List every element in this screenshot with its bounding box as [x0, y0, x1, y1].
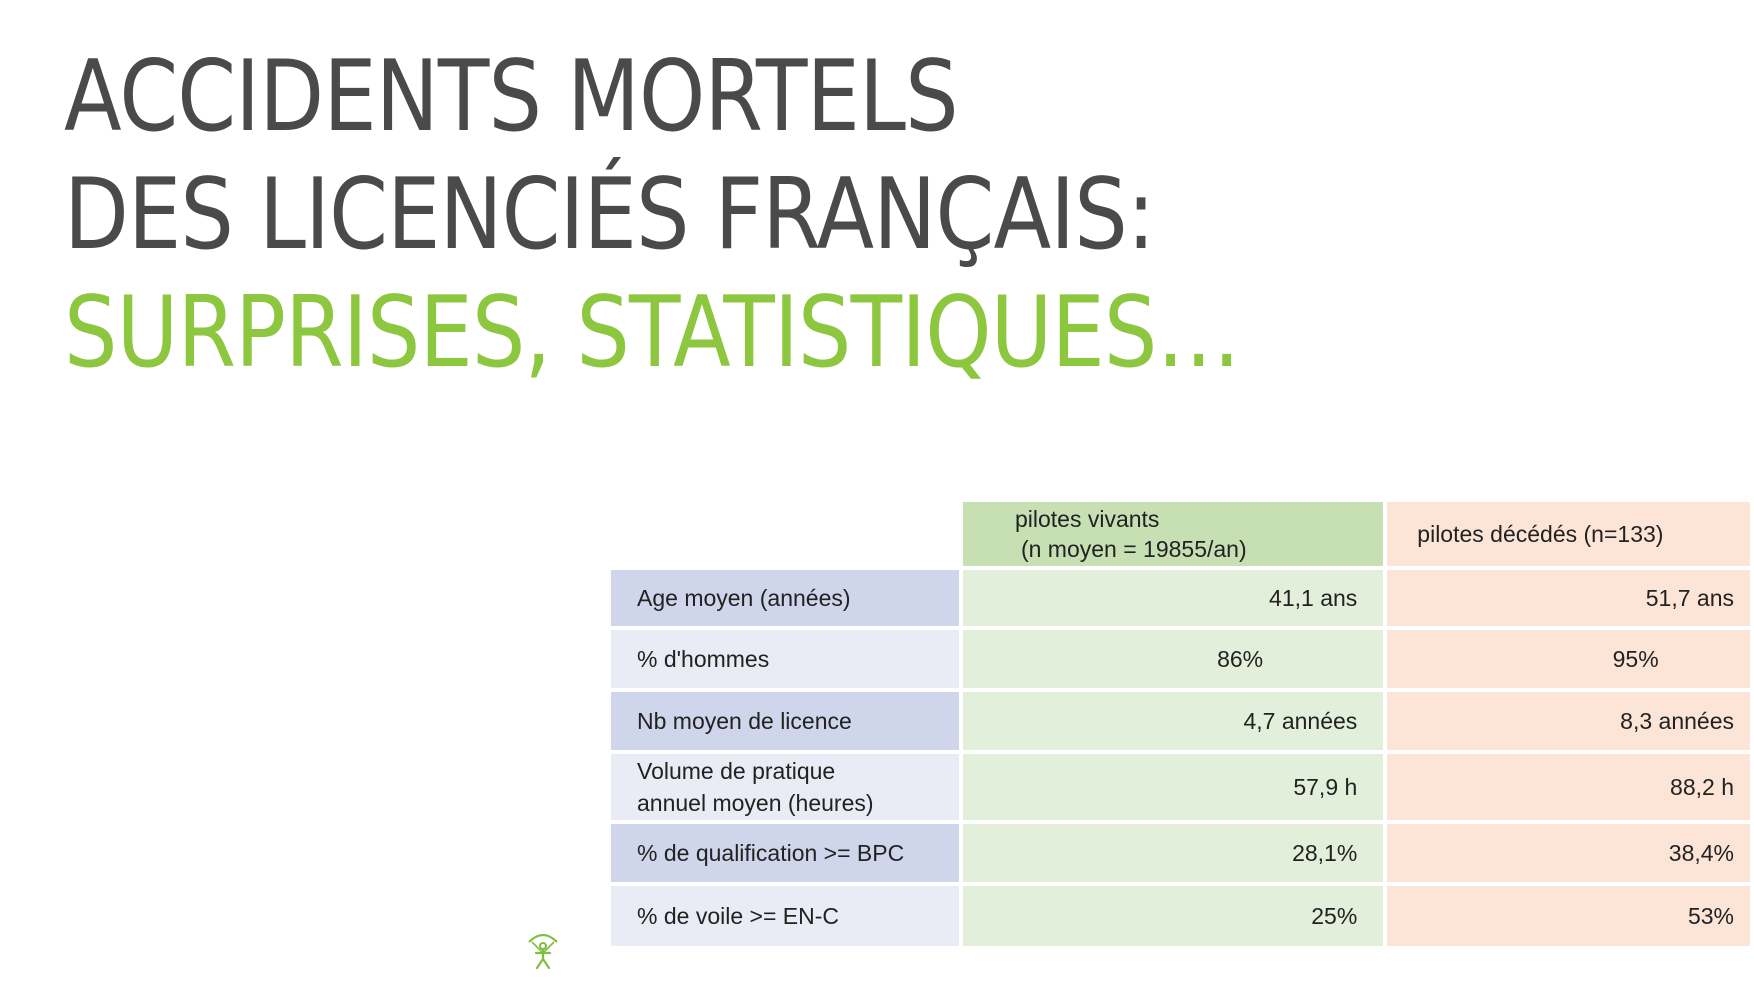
- header-deceased-pilots: pilotes décédés (n=133): [1387, 502, 1754, 570]
- header-alive-line2: (n moyen = 19855/an): [1020, 536, 1247, 562]
- row-label-text: Age moyen (années): [637, 585, 851, 611]
- table-row: % d'hommes 86% 95%: [611, 630, 1754, 692]
- title-line-2: DES LICENCIÉS FRANÇAIS:: [64, 158, 1155, 272]
- alive-value: 25%: [962, 886, 1388, 950]
- row-label: % d'hommes: [611, 630, 963, 692]
- table-row: % de voile >= EN-C 25% 53%: [611, 886, 1754, 950]
- alive-value: 4,7 années: [962, 692, 1388, 754]
- row-label: Volume de pratique annuel moyen (heures): [611, 754, 963, 824]
- alive-value: 41,1 ans: [962, 570, 1388, 630]
- title-line-1: ACCIDENTS MORTELS: [64, 40, 959, 154]
- table-row: Volume de pratique annuel moyen (heures)…: [611, 754, 1754, 824]
- table-row: Nb moyen de licence 4,7 années 8,3 année…: [611, 692, 1754, 754]
- deceased-value: 38,4%: [1387, 824, 1754, 886]
- row-label: % de voile >= EN-C: [611, 886, 963, 950]
- header-alive-line1: pilotes vivants: [1014, 506, 1160, 532]
- row-label-text: Nb moyen de licence: [637, 708, 852, 734]
- alive-value: 28,1%: [962, 824, 1388, 886]
- row-label: % de qualification >= BPC: [611, 824, 963, 886]
- deceased-value: 53%: [1387, 886, 1754, 950]
- deceased-value: 95%: [1387, 630, 1754, 692]
- table-row: Age moyen (années) 41,1 ans 51,7 ans: [611, 570, 1754, 630]
- deceased-value: 88,2 h: [1387, 754, 1754, 824]
- deceased-value: 51,7 ans: [1387, 570, 1754, 630]
- alive-value: 86%: [962, 630, 1388, 692]
- row-label-text: % de voile >= EN-C: [637, 903, 839, 929]
- row-label-text: % d'hommes: [637, 646, 770, 672]
- table-row: % de qualification >= BPC 28,1% 38,4%: [611, 824, 1754, 886]
- alive-value: 57,9 h: [962, 754, 1388, 824]
- deceased-value: 8,3 années: [1387, 692, 1754, 754]
- header-alive-pilots: pilotes vivants (n moyen = 19855/an): [962, 502, 1388, 570]
- comparison-table: pilotes vivants (n moyen = 19855/an) pil…: [611, 502, 1754, 950]
- row-label: Age moyen (années): [611, 570, 963, 630]
- slide-title: ACCIDENTS MORTELS DES LICENCIÉS FRANÇAIS…: [64, 38, 1241, 392]
- paraglider-pilot-icon: [528, 933, 558, 970]
- row-label-text: % de qualification >= BPC: [637, 840, 905, 866]
- row-label: Nb moyen de licence: [611, 692, 963, 754]
- table-header-row: pilotes vivants (n moyen = 19855/an) pil…: [611, 502, 1754, 570]
- row-label-text: Volume de pratique: [637, 758, 836, 784]
- title-line-3: SURPRISES, STATISTIQUES…: [64, 276, 1241, 390]
- header-empty-cell: [611, 502, 963, 570]
- row-label-text-line2: annuel moyen (heures): [637, 790, 874, 816]
